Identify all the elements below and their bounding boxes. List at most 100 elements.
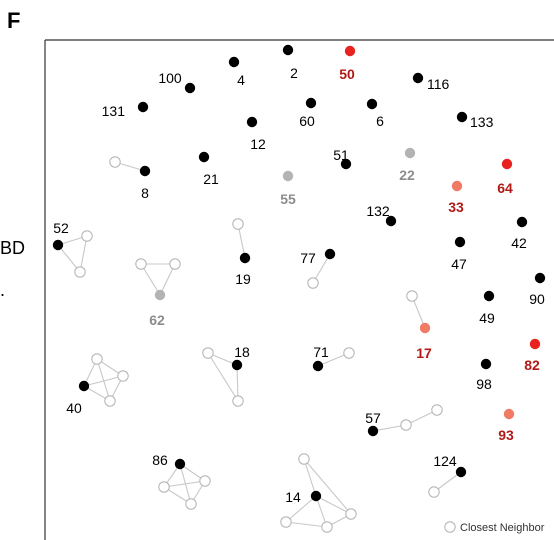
node-label-60: 60 [299, 113, 315, 129]
neighbor-edge-35 [303, 458, 352, 515]
neighbor-node-h19 [232, 218, 244, 230]
node-8 [139, 165, 151, 177]
neighbor-node-h71 [343, 347, 355, 359]
node-49 [483, 290, 495, 302]
node-98 [480, 358, 492, 370]
node-label-50: 50 [339, 66, 355, 82]
neighbor-edge-29 [303, 458, 317, 497]
node-label-71: 71 [313, 344, 329, 360]
node-label-93: 93 [498, 427, 514, 443]
neighbor-node-h52b [74, 266, 86, 278]
neighbor-node-h124 [428, 486, 440, 498]
node-label-33: 33 [448, 199, 464, 215]
neighbor-node-h40c [104, 395, 116, 407]
node-86 [174, 458, 186, 470]
node-label-40: 40 [66, 400, 82, 416]
neighbor-edge-18 [96, 358, 111, 402]
neighbor-edge-5 [140, 263, 161, 296]
node-22 [404, 147, 416, 159]
neighbor-node-h77 [307, 277, 319, 289]
node-label-132: 132 [366, 203, 390, 219]
neighbor-node-h14b [280, 516, 292, 528]
node-label-2: 2 [290, 65, 298, 81]
node-label-62: 62 [149, 312, 165, 328]
node-12 [246, 116, 258, 128]
neighbor-edge-4 [237, 223, 246, 259]
neighbor-node-h86a [158, 481, 170, 493]
node-label-57: 57 [365, 410, 381, 426]
neighbor-node-h86c [185, 498, 197, 510]
node-label-52: 52 [53, 220, 69, 236]
node-62 [154, 289, 166, 301]
node-133 [456, 111, 468, 123]
node-77 [324, 248, 336, 260]
neighbor-node-h62a [135, 258, 147, 270]
node-57 [367, 425, 379, 437]
node-label-86: 86 [152, 452, 168, 468]
node-71 [312, 360, 324, 372]
node-60 [305, 97, 317, 109]
node-131 [137, 101, 149, 113]
node-label-19: 19 [235, 271, 251, 287]
neighbor-node-h14d [345, 508, 357, 520]
node-label-14: 14 [285, 489, 301, 505]
node-label-6: 6 [376, 113, 384, 129]
node-132 [385, 215, 397, 227]
neighbor-node-h17 [406, 290, 418, 302]
node-82 [529, 338, 541, 350]
node-label-100: 100 [158, 70, 182, 86]
node-21 [198, 151, 210, 163]
node-2 [282, 44, 294, 56]
legend-label: Closest Neighbor [460, 522, 545, 534]
node-label-51: 51 [333, 147, 349, 163]
node-100 [184, 82, 196, 94]
node-18 [231, 359, 243, 371]
neighbor-node-h57b [431, 404, 443, 416]
node-33 [451, 180, 463, 192]
neighbor-node-h62b [169, 258, 181, 270]
node-42 [516, 216, 528, 228]
node-6 [366, 98, 378, 110]
neighbor-edge-3 [79, 235, 88, 273]
node-40 [78, 380, 90, 392]
node-47 [454, 236, 466, 248]
node-label-17: 17 [416, 345, 432, 361]
neighbor-edge-33 [285, 521, 328, 528]
neighbor-node-h40b [117, 370, 129, 382]
node-14 [310, 490, 322, 502]
plot-frame [44, 39, 554, 540]
neighbor-edge-2 [57, 244, 81, 273]
legend: Closest Neighbor [444, 521, 545, 534]
node-label-42: 42 [511, 235, 527, 251]
neighbor-node-h14a [298, 453, 310, 465]
node-label-12: 12 [250, 136, 266, 152]
node-90 [534, 272, 546, 284]
node-label-131: 131 [102, 103, 126, 119]
neighbor-node-h18b [232, 395, 244, 407]
neighbor-node-h86b [199, 475, 211, 487]
neighbor-edges [57, 161, 462, 528]
neighbor-node-h57a [400, 419, 412, 431]
node-93 [503, 408, 515, 420]
node-label-98: 98 [476, 376, 492, 392]
legend-hollow-marker [444, 521, 456, 533]
panel-letter: F [7, 8, 21, 33]
node-label-4: 4 [237, 72, 245, 88]
node-19 [239, 252, 251, 264]
node-55 [282, 170, 294, 182]
neighbor-edge-9 [411, 295, 426, 329]
node-label-90: 90 [529, 291, 545, 307]
node-52 [52, 239, 64, 251]
node-label-124: 124 [433, 453, 457, 469]
node-label-8: 8 [141, 185, 149, 201]
cropped-text-fragment-2: . [0, 280, 6, 300]
node-label-64: 64 [497, 180, 513, 196]
node-label-133: 133 [470, 114, 494, 130]
cropped-text-fragment-1: BD [0, 238, 26, 258]
neighbor-edge-30 [285, 495, 317, 523]
node-label-21: 21 [203, 171, 219, 187]
node-64 [501, 158, 513, 170]
nodes [52, 44, 546, 533]
